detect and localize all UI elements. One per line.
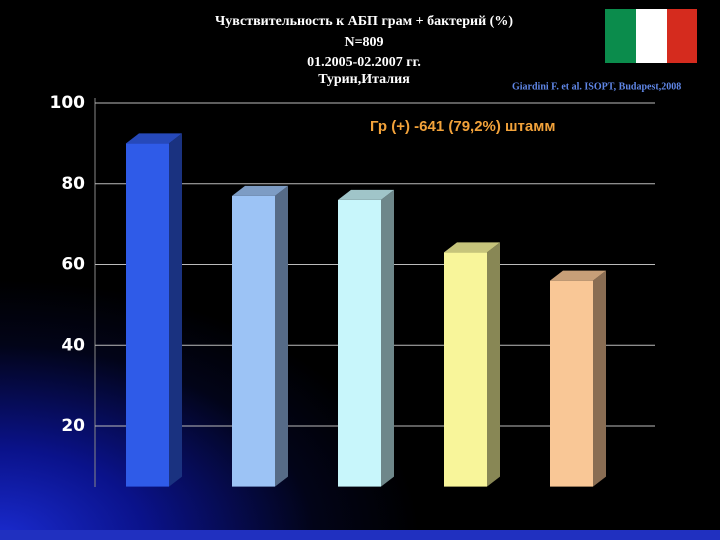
y-tick-label: 60 bbox=[61, 255, 85, 275]
bar-side bbox=[275, 185, 288, 487]
title-line: Чувствительность к АБП грам + бактерий (… bbox=[215, 14, 513, 29]
bar bbox=[232, 195, 275, 487]
bar bbox=[126, 143, 169, 487]
title-line: 01.2005-02.2007 гг. bbox=[307, 55, 421, 70]
bar-side bbox=[169, 133, 182, 487]
source: Giardini F. et al. ISOPT, Budapest,2008 bbox=[512, 81, 681, 92]
bar-side bbox=[487, 242, 500, 487]
y-tick-label: 20 bbox=[61, 416, 85, 436]
bar bbox=[338, 199, 381, 487]
bottom-strip bbox=[0, 530, 720, 540]
y-tick-label: 80 bbox=[61, 174, 85, 194]
bar bbox=[550, 280, 593, 487]
bar-top bbox=[232, 185, 288, 196]
italian-flag bbox=[605, 9, 697, 63]
bar-top bbox=[444, 242, 500, 253]
bar-top bbox=[338, 189, 394, 200]
title-line: Турин,Италия bbox=[318, 72, 410, 87]
y-tick-label: 40 bbox=[61, 335, 85, 355]
title-line: N=809 bbox=[344, 35, 383, 50]
bar-side bbox=[593, 270, 606, 487]
bar bbox=[444, 252, 487, 487]
annotation: Гр (+) -641 (79,2%) штамм bbox=[370, 118, 555, 135]
y-tick-label: 100 bbox=[50, 93, 86, 113]
bar-side bbox=[381, 189, 394, 487]
bar-top bbox=[550, 270, 606, 281]
bar-top bbox=[126, 133, 182, 144]
